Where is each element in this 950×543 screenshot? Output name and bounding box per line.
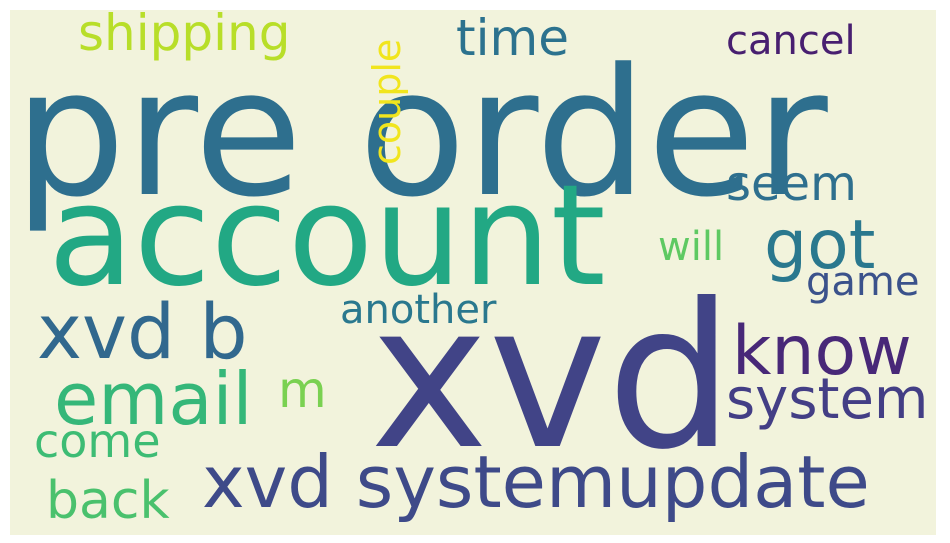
- word-shipping: shipping: [78, 10, 291, 62]
- word-come: come: [34, 414, 161, 468]
- word-got: got: [764, 206, 876, 285]
- word-game: game: [806, 259, 920, 305]
- word-m: m: [278, 361, 327, 419]
- word-know: know: [732, 312, 912, 391]
- word-another: another: [340, 287, 497, 333]
- word-will: will: [658, 224, 725, 270]
- word-cancel: cancel: [726, 18, 856, 64]
- word-xvd: xvd: [370, 261, 734, 494]
- word-back: back: [46, 471, 170, 531]
- word-xvd-systemupdate: xvd systemupdate: [202, 440, 870, 524]
- word-couple: couple: [365, 38, 409, 165]
- word-time: time: [456, 10, 569, 67]
- word-email: email: [54, 357, 253, 441]
- word-pre-order: pre order: [14, 31, 828, 236]
- word-system: system: [726, 367, 929, 432]
- word-account: account: [48, 155, 606, 318]
- word-xvd-b: xvd b: [37, 287, 248, 376]
- word-seem: seem: [726, 156, 857, 212]
- word-cloud: pre order account xvd xvd systemupdate x…: [10, 10, 936, 535]
